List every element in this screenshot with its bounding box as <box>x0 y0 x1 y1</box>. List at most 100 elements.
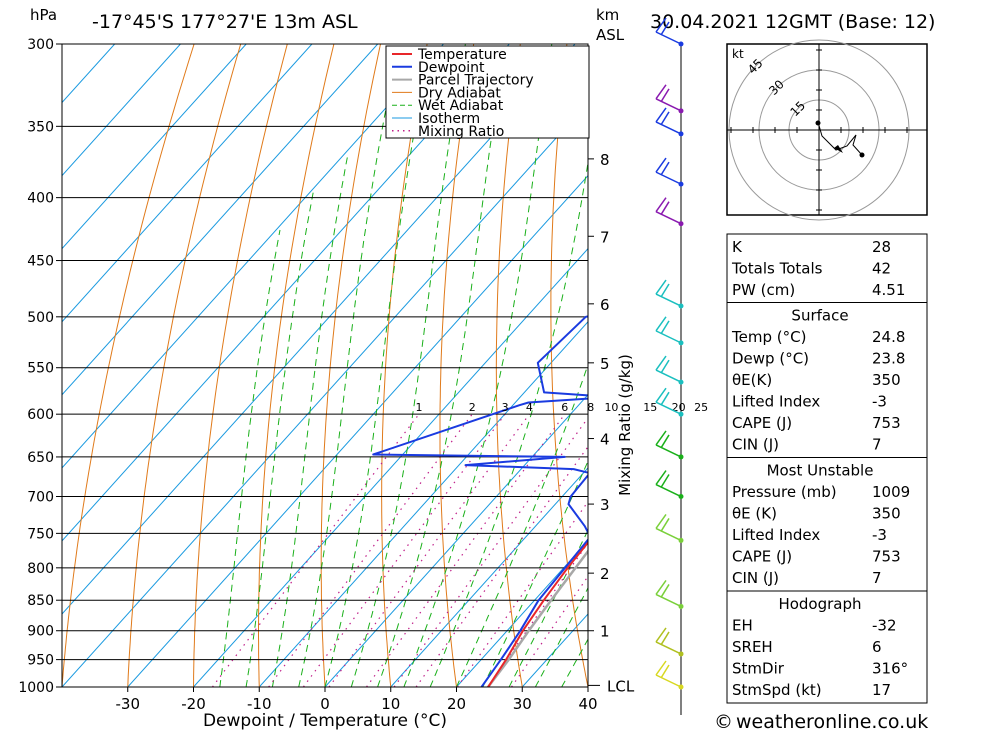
mixing-ratio-line <box>511 575 588 687</box>
panel-title: Surface <box>791 307 848 325</box>
panel-row-label: Lifted Index <box>732 393 820 411</box>
panel-row-label: CIN (J) <box>732 436 779 454</box>
dry-adiabat-line <box>381 44 428 687</box>
panel-row-label: StmSpd (kt) <box>732 681 822 699</box>
panel-row-value: -3 <box>872 393 887 411</box>
panel-row-value: 28 <box>872 238 891 256</box>
isotherm-line <box>62 44 379 396</box>
info-panel <box>726 302 928 458</box>
panel-row-value: 7 <box>872 569 882 587</box>
km-tick-label-7: 7 <box>600 228 610 246</box>
panel-row-value: 6 <box>872 638 882 656</box>
legend-entry: Temperature <box>417 47 507 63</box>
wind-barb-staff <box>655 31 682 45</box>
wet-adiabat-line <box>350 44 466 687</box>
panel-row-value: -32 <box>872 617 897 635</box>
dry-adiabat-line <box>258 44 335 687</box>
mixing-ratio-value-label: 15 <box>643 401 657 414</box>
wet-adiabat-line <box>403 44 553 687</box>
legend-box <box>385 45 590 139</box>
info-panel <box>726 233 928 303</box>
panel-row-label: SREH <box>732 638 773 656</box>
panel-row-label: θE(K) <box>732 371 772 389</box>
wind-barb-flag <box>655 316 667 332</box>
mixing-ratio-line <box>366 413 566 687</box>
x-tick-label: 30 <box>513 695 532 713</box>
wind-barb-flag <box>660 664 670 679</box>
hodograph-trace <box>817 121 863 156</box>
x-tick-label: 0 <box>320 695 330 713</box>
storm-motion-arrow <box>834 145 843 153</box>
pressure-tick-700: 700 <box>27 490 54 506</box>
wind-barb-staff <box>655 641 682 655</box>
wind-barb-flag <box>660 359 670 374</box>
background-grid <box>62 26 1000 687</box>
panel-row-value: 753 <box>872 414 901 432</box>
pressure-tick-850: 850 <box>27 593 54 609</box>
panel-row-label: CAPE (J) <box>732 548 792 566</box>
wind-barb-flag <box>655 197 667 213</box>
pressure-tick-600: 600 <box>27 407 54 423</box>
panel-row-value: 7 <box>872 436 882 454</box>
km-tick-label-6: 6 <box>600 296 610 314</box>
isotherm-line <box>127 174 588 687</box>
wind-barb-flag <box>660 474 670 488</box>
mixing-ratio-line <box>302 413 506 687</box>
temperature-tick-labels: -30 -20 -10 0 10 20 30 40 <box>116 687 598 713</box>
mixing-ratio-value-label: 10 <box>604 401 618 414</box>
hodograph-start-dot <box>815 120 821 126</box>
km-tick-label-3: 3 <box>600 496 610 514</box>
wind-barb-staff <box>655 211 682 225</box>
wind-barb-flag <box>660 320 670 335</box>
panel-title: Hodograph <box>778 595 861 613</box>
wet-adiabat-line <box>324 70 426 687</box>
isotherm-line <box>62 44 444 469</box>
wind-barb-flag <box>660 21 670 36</box>
mixing-ratio-value-label: 4 <box>526 401 533 414</box>
isobar-lines <box>56 43 588 688</box>
pressure-tick-900: 900 <box>27 624 54 640</box>
panel-row-value: 23.8 <box>872 350 905 368</box>
mixing-ratio-value-label: 2 <box>469 401 476 414</box>
pressure-tick-800: 800 <box>27 561 54 577</box>
dry-adiabat-line <box>193 44 288 687</box>
isotherm-line <box>62 101 588 687</box>
wind-barb-staff <box>655 369 682 383</box>
panel-title: Most Unstable <box>767 462 874 480</box>
isotherm-line <box>258 320 588 687</box>
panel-row-label: Pressure (mb) <box>732 483 837 501</box>
x-tick-label: -20 <box>181 695 206 713</box>
isotherm-line <box>62 44 313 323</box>
wind-barb-flag <box>655 470 667 485</box>
location-title: -17°45'S 177°27'E 13m ASL <box>92 11 358 33</box>
dry-adiabat-line <box>938 26 1000 687</box>
wind-barb-flag <box>655 660 667 676</box>
isotherm-line <box>324 394 588 687</box>
pressure-tick-650: 650 <box>27 450 54 466</box>
profile-series <box>372 315 588 687</box>
dry-adiabat-line <box>495 44 523 687</box>
dry-adiabat-line <box>62 44 195 687</box>
x-tick-label: 40 <box>578 695 597 713</box>
wet-adiabat-line <box>271 155 349 687</box>
pressure-tick-300: 300 <box>27 37 54 53</box>
asl-unit-label: ASL <box>596 26 625 44</box>
panel-row-label: Totals Totals <box>731 260 823 278</box>
wind-barb-flag <box>660 518 670 532</box>
wet-adiabat-line <box>429 159 588 687</box>
wind-barb-staff <box>655 171 682 185</box>
mixing-ratio-value-label: 8 <box>587 401 594 414</box>
km-tick-label-8: 8 <box>600 151 610 169</box>
wind-barb-flag <box>660 201 670 216</box>
credit-text: weatheronline.co.uk <box>736 711 928 733</box>
wind-barb-flag <box>655 513 667 529</box>
mixing-ratio-line <box>393 416 588 687</box>
isotherm-line <box>62 44 576 615</box>
panel-row-value: 24.8 <box>872 328 905 346</box>
dry-adiabat-line <box>127 44 242 687</box>
panel-row-label: Temp (°C) <box>731 328 806 346</box>
mixing-ratio-line <box>211 413 420 687</box>
legend-entry: Mixing Ratio <box>418 124 504 140</box>
isotherm-line <box>62 44 510 542</box>
copyright-symbol: © <box>714 711 733 733</box>
